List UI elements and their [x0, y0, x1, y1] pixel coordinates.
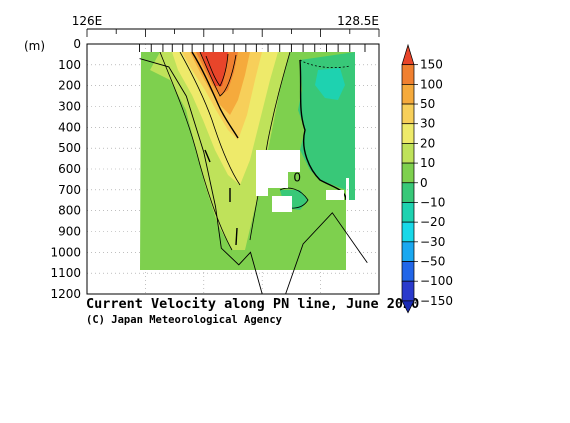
colorbar-swatch	[401, 280, 415, 302]
top-axis-ticks	[86, 29, 380, 37]
y-tick-label: 1100	[50, 266, 81, 280]
colorbar-swatch	[401, 261, 415, 282]
y-tick-label: 1200	[50, 287, 81, 301]
y-tick-label: 700	[58, 183, 81, 197]
colorbar-swatch	[401, 43, 415, 66]
no-data-mask	[272, 196, 292, 212]
y-tick-label: 1000	[50, 245, 81, 259]
station-ticks	[139, 44, 366, 52]
y-tick-label: 600	[58, 162, 81, 176]
velocity-fill-neg20	[315, 68, 345, 100]
bottom-depth-line	[139, 58, 368, 295]
contour-line-zero	[299, 59, 347, 201]
plot-frame	[86, 43, 380, 295]
y-tick-label: 400	[58, 120, 81, 134]
x-tick-label-126e: 126E	[72, 14, 103, 28]
contour-line	[249, 52, 291, 241]
x-tick-label-128-5e: 128.5E	[337, 14, 379, 28]
colorbar-label: −10	[420, 195, 445, 209]
y-axis-label: (m)	[24, 39, 45, 53]
y-tick-label: 500	[58, 141, 81, 155]
colorbar-label: 20	[420, 136, 435, 150]
colorbar-swatch	[401, 84, 415, 105]
colorbar-swatch	[401, 162, 415, 184]
colorbar-label: −100	[420, 274, 453, 288]
colorbar-label: 50	[420, 97, 435, 111]
colorbar-swatch	[401, 103, 415, 125]
y-tick-label: 300	[58, 100, 81, 114]
colorbar-label: −150	[420, 294, 453, 308]
contour-line	[204, 149, 211, 163]
colorbar-swatch	[401, 241, 415, 262]
colorbar-swatch	[401, 64, 415, 85]
y-tick-label: 900	[58, 225, 81, 239]
contour-line	[191, 52, 239, 139]
colorbar-legend	[401, 43, 415, 314]
contour-line	[159, 52, 233, 251]
colorbar-label: −50	[420, 255, 445, 269]
contour-line	[199, 52, 237, 97]
velocity-field	[140, 52, 355, 270]
velocity-fill-150	[200, 52, 228, 86]
y-tick-label: 0	[73, 37, 81, 51]
colorbar-label: 30	[420, 117, 435, 131]
colorbar-label: 10	[420, 156, 435, 170]
colorbar-label: −30	[420, 235, 445, 249]
colorbar-swatch	[401, 123, 415, 144]
contour-line	[179, 52, 241, 186]
colorbar-swatch	[401, 182, 415, 203]
colorbar-label: −20	[420, 215, 445, 229]
credit-text: (C) Japan Meteorological Agency	[86, 314, 283, 326]
y-tick-labels: 0 100 200 300 400 500 600 700 800 900 1000 1100 1200	[50, 37, 81, 301]
y-tick-label: 800	[58, 204, 81, 218]
colorbar-swatch	[401, 143, 415, 164]
no-data-mask	[326, 190, 344, 200]
y-tick-label: 200	[58, 79, 81, 93]
contour-line	[205, 53, 229, 87]
colorbar-label: 0	[420, 176, 428, 190]
y-tick-label: 100	[58, 58, 81, 72]
contour-line	[235, 227, 238, 246]
no-data-mask	[256, 150, 300, 196]
colorbar-swatch	[401, 202, 415, 223]
chart-title: Current Velocity along PN line, June 202…	[86, 296, 419, 312]
colorbar-swatch	[401, 300, 415, 314]
colorbar-label: 150	[420, 58, 443, 72]
colorbar-swatch	[401, 221, 415, 243]
colorbar-label: 100	[420, 77, 443, 91]
contour-label: 0	[293, 170, 301, 184]
